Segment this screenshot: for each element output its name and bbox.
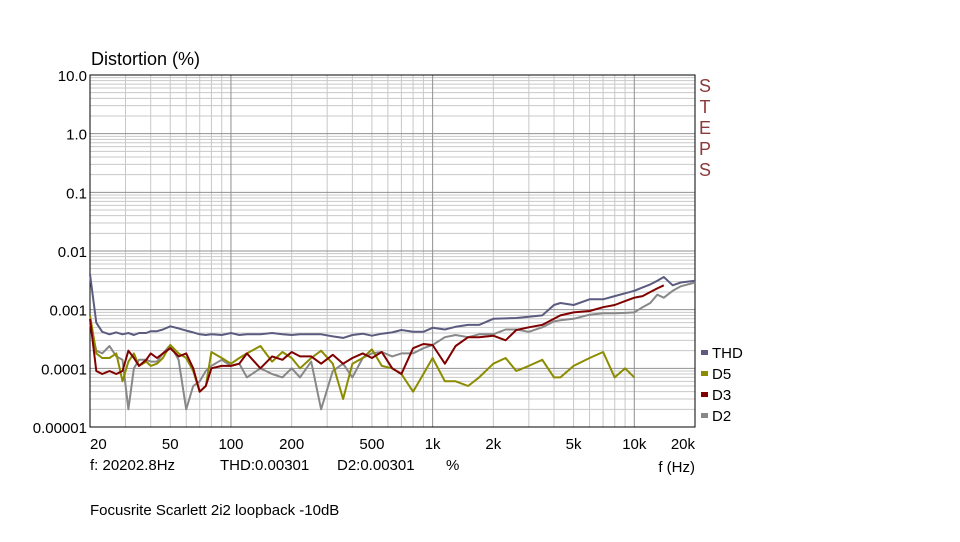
- readout-frequency: f: 20202.8Hz: [90, 457, 176, 474]
- legend-swatch-d3: [701, 392, 708, 397]
- watermark-letter: E: [699, 118, 711, 138]
- series-line-d5: [89, 315, 636, 400]
- readout-d2: D2:0.00301: [337, 457, 415, 474]
- x-tick-labels: 20 50 100 200 500 1k 2k 5k 10k 20k: [90, 436, 695, 453]
- y-tick-labels: 10.0 1.0 0.1 0.01 0.001 0.0001 0.00001: [33, 68, 87, 437]
- x-tick-label: 1k: [425, 436, 441, 453]
- y-tick-label: 1.0: [66, 127, 87, 144]
- chart-title: Distortion (%): [91, 49, 200, 69]
- major-grid: [90, 75, 695, 427]
- x-tick-label: 500: [359, 436, 384, 453]
- legend-label-d2: D2: [712, 408, 731, 425]
- x-tick-label: 20: [90, 436, 107, 453]
- x-tick-label: 10k: [622, 436, 647, 453]
- x-tick-label: 5k: [566, 436, 582, 453]
- x-tick-label: 100: [218, 436, 243, 453]
- chart-legend: THD D5 D3 D2: [701, 345, 743, 425]
- readout-thd: THD:0.00301: [220, 457, 310, 474]
- watermark-letter: P: [699, 139, 711, 159]
- legend-swatch-d2: [701, 413, 708, 418]
- chart-caption: Focusrite Scarlett 2i2 loopback -10dB: [90, 502, 340, 519]
- watermark-letter: S: [699, 160, 711, 180]
- y-tick-label: 0.01: [58, 244, 87, 261]
- readout-unit: %: [446, 457, 460, 474]
- x-tick-label: 50: [162, 436, 179, 453]
- legend-label-thd: THD: [712, 345, 743, 362]
- legend-label-d3: D3: [712, 387, 731, 404]
- x-axis-label: f (Hz): [658, 459, 695, 476]
- y-tick-label: 10.0: [58, 68, 87, 85]
- y-tick-label: 0.00001: [33, 420, 87, 437]
- legend-swatch-d5: [701, 371, 708, 376]
- series-line-d2: [89, 281, 696, 411]
- x-tick-label: 200: [279, 436, 304, 453]
- cursor-readout: f: 20202.8Hz THD:0.00301 D2:0.00301 %: [90, 457, 459, 542]
- series-lines: [89, 274, 696, 411]
- series-line-d3: [89, 284, 665, 393]
- series-line-thd: [89, 274, 696, 339]
- legend-label-d5: D5: [712, 366, 731, 383]
- watermark-letter: S: [699, 76, 711, 96]
- plot-frame: [89, 74, 696, 428]
- x-tick-label: 2k: [485, 436, 501, 453]
- x-tick-label: 20k: [671, 436, 696, 453]
- y-tick-label: 0.1: [66, 185, 87, 202]
- y-tick-label: 0.001: [49, 303, 87, 320]
- y-tick-label: 0.0001: [41, 361, 87, 378]
- watermark-letter: T: [700, 97, 711, 117]
- legend-swatch-thd: [701, 350, 708, 355]
